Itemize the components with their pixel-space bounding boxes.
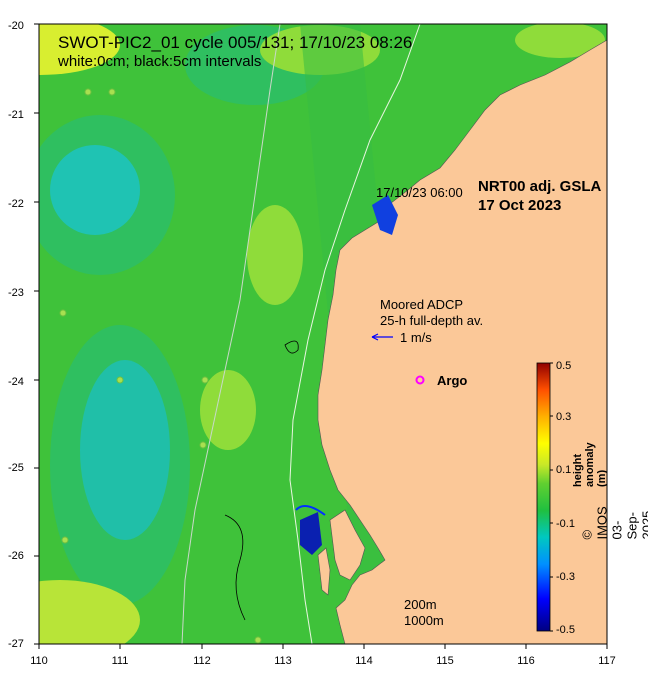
adcp-label-line1: Moored ADCP [380, 297, 464, 312]
adcp-scale-label: 1 m/s [400, 330, 432, 345]
contour-black-2 [224, 514, 246, 621]
colorbar-tick-label: -0.3 [556, 571, 575, 583]
shark-bay-peninsula [329, 509, 366, 581]
anomaly-high-mid [247, 205, 303, 305]
contour-200m [289, 24, 421, 644]
contour-1000m [181, 24, 281, 644]
drifter-dots [59, 88, 262, 644]
y-tick-label: -23 [8, 287, 24, 299]
anomaly-high-northeast [515, 24, 605, 58]
y-tick-label: -26 [8, 550, 24, 562]
y-tick-label: -25 [8, 462, 24, 474]
colorbar-tick-label: -0.1 [556, 518, 575, 530]
contour-1000m-label: 1000m [404, 613, 444, 628]
x-tick-label: 113 [274, 655, 292, 667]
adcp-arrow [371, 333, 393, 341]
product-date: 17 Oct 2023 [478, 197, 562, 214]
plot-frame [38, 23, 608, 645]
y-tick-label: -24 [8, 376, 24, 388]
data-timestamp: 17/10/23 06:00 [376, 185, 463, 200]
anomaly-high-topleft [39, 24, 120, 75]
argo-label: Argo [437, 373, 468, 388]
credit-text: © IMOS 03-Sep-2025 01:22 Hobart [579, 506, 648, 540]
x-tick-label: 117 [598, 655, 616, 667]
y-tick-marks [34, 23, 39, 645]
colorbar-title: height anomaly (m) [572, 442, 608, 487]
product-name: NRT00 adj. GSLA [478, 178, 602, 195]
colorbar-tick-marks [550, 362, 553, 632]
colorbar [536, 362, 551, 632]
adcp-label-line2: 25-h full-depth av. [380, 313, 484, 328]
argo-marker [415, 375, 425, 385]
anomaly-low-north-core [50, 145, 140, 235]
map-title-line1: SWOT-PIC2_01 cycle 005/131; 17/10/23 08:… [58, 33, 413, 52]
y-tick-label: -27 [8, 638, 24, 650]
x-tick-label: 116 [517, 655, 535, 667]
x-tick-label: 111 [111, 655, 129, 667]
island-dirk-hartog [317, 547, 331, 596]
y-tick-label: -20 [8, 20, 24, 32]
y-tick-label: -22 [8, 198, 24, 210]
colorbar-tick-label: 0.3 [556, 411, 572, 423]
contour-200m-label: 200m [404, 597, 437, 612]
x-tick-label: 112 [193, 655, 211, 667]
colorbar-tick-label: 0.1 [556, 464, 572, 476]
exmouth-low [372, 195, 398, 235]
contour-black-1 [284, 340, 299, 354]
x-tick-label: 114 [355, 655, 373, 667]
shark-bay-low [300, 512, 322, 555]
anomaly-high-bottomleft [39, 580, 140, 644]
x-tick-marks [38, 644, 608, 649]
x-tick-label: 110 [30, 655, 48, 667]
y-tick-label: -21 [8, 109, 24, 121]
anomaly-high-east [200, 370, 256, 450]
colorbar-tick-label: 0.5 [556, 360, 572, 372]
map-title-line2: white:0cm; black:5cm intervals [58, 53, 262, 70]
colorbar-tick-label: -0.5 [556, 624, 575, 636]
sea-level-field [39, 24, 607, 644]
shark-bay-low-outer [295, 505, 326, 516]
land-mass [317, 24, 607, 644]
anomaly-low-south-core [80, 360, 170, 540]
x-tick-label: 115 [436, 655, 454, 667]
